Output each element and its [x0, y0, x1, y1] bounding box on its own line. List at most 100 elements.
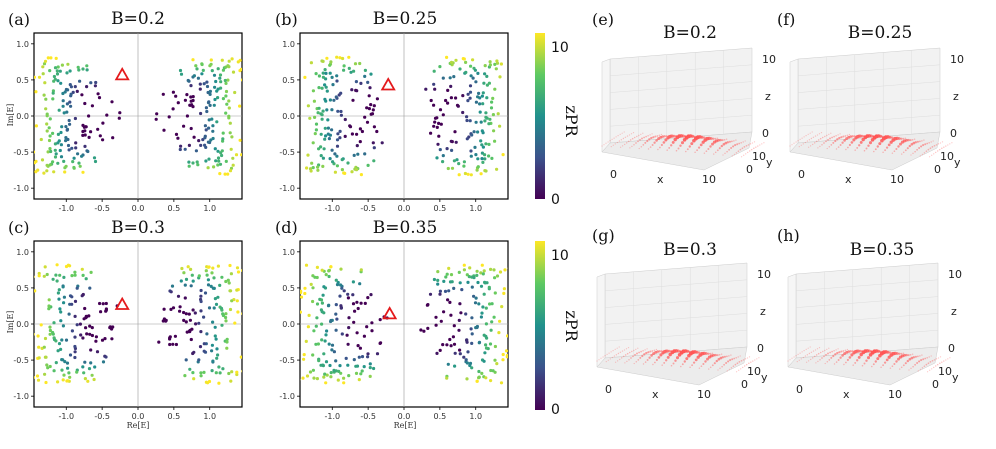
eigenvalue-point	[324, 134, 328, 138]
eigenvalue-point	[291, 371, 294, 374]
wavefunction-point	[645, 135, 647, 138]
wavefunction-point	[907, 354, 910, 357]
wavefunction-point	[642, 363, 645, 365]
wavefunction-point	[625, 142, 628, 144]
eigenvalue-point	[355, 300, 359, 304]
eigenvalue-point	[324, 85, 328, 89]
eigenvalue-point	[231, 163, 235, 167]
eigenvalue-point	[295, 89, 298, 92]
eigenvalue-point	[239, 67, 242, 71]
wavefunction-point	[910, 367, 912, 370]
grid-line	[604, 279, 748, 292]
eigenvalue-point	[465, 137, 469, 141]
eigenvalue-point	[487, 142, 491, 146]
eigenvalue-point	[466, 172, 470, 176]
eigenvalue-point	[46, 366, 50, 370]
eigenvalue-point	[212, 103, 216, 107]
eigenvalue-point	[432, 82, 436, 86]
eigenvalue-point	[36, 334, 40, 338]
wavefunction-point	[935, 144, 938, 146]
eigenvalue-point	[475, 325, 479, 330]
eigenvalue-point	[497, 331, 501, 335]
eigenvalue-point	[498, 124, 502, 128]
eigenvalue-point	[168, 342, 172, 347]
eigenvalue-point	[210, 343, 214, 347]
spectrum-panel-d: -1.0 -0.5 0.0 0.5 1.01.00.50.0-0.5-1.0	[279, 240, 509, 421]
wavefunction-point	[720, 353, 723, 355]
wavefunction-point	[840, 350, 843, 353]
wavefunction-point	[617, 352, 620, 355]
eigenvalue-point	[446, 88, 450, 92]
eigenvalue-point	[445, 376, 449, 380]
wavefunction-point	[858, 144, 861, 147]
panel-label-c: (c)	[8, 218, 29, 237]
wavefunction-point	[852, 138, 856, 142]
eigenvalue-point	[324, 77, 328, 81]
eigenvalue-point	[372, 159, 376, 163]
wavefunction-point	[920, 359, 923, 362]
wavefunction-point	[665, 349, 669, 353]
eigenvalue-point	[455, 158, 459, 162]
eigenvalue-point	[233, 321, 237, 325]
eigenvalue-point	[342, 376, 346, 380]
eigenvalue-point	[371, 141, 375, 145]
eigenvalue-point	[79, 333, 83, 337]
wavefunction-point	[763, 142, 765, 144]
eigenvalue-point	[336, 280, 340, 285]
eigenvalue-point	[366, 80, 370, 84]
wavefunction-point	[787, 360, 789, 362]
wavefunction-point	[941, 361, 943, 363]
eigenvalue-point	[44, 380, 48, 385]
y-tick-label: 0.5	[282, 76, 295, 85]
wavefunction-point	[724, 141, 728, 145]
eigenvalue-point	[47, 138, 52, 143]
eigenvalue-point	[487, 154, 491, 158]
eigenvalue-point	[94, 339, 98, 343]
eigenvalue-point	[330, 348, 334, 352]
eigenvalue-point	[211, 136, 215, 141]
eigenvalue-point	[208, 140, 212, 145]
side-wall	[596, 273, 606, 368]
wavefunction-point	[728, 355, 730, 357]
eigenvalue-point	[380, 141, 384, 145]
eigenvalue-point	[464, 312, 468, 316]
wavefunction-point	[652, 352, 656, 356]
eigenvalue-point	[438, 289, 442, 293]
wavefunction-point	[916, 148, 918, 151]
wavefunction-point	[648, 356, 651, 359]
eigenvalue-point	[83, 360, 87, 364]
wavefunction-point	[911, 353, 914, 355]
wavefunction-point	[738, 361, 741, 363]
eigenvalue-point	[445, 343, 449, 347]
z-tick-label: 0	[948, 342, 955, 355]
wavefunction-point	[628, 134, 631, 136]
wavefunction-point	[803, 136, 805, 138]
eigenvalue-point	[224, 111, 228, 115]
eigenvalue-point	[447, 289, 451, 293]
eigenvalue-point	[93, 159, 98, 164]
eigenvalue-point	[171, 342, 175, 346]
eigenvalue-point	[47, 298, 51, 302]
eigenvalue-point	[61, 285, 65, 289]
eigenvalue-point	[214, 79, 218, 84]
eigenvalue-point	[73, 344, 77, 349]
wavefunction-point	[812, 350, 815, 352]
eigenvalue-point	[203, 291, 208, 295]
eigenvalue-point	[43, 59, 48, 63]
eigenvalue-point	[320, 117, 324, 121]
eigenvalue-point	[480, 371, 484, 375]
eigenvalue-point	[338, 294, 342, 298]
eigenvalue-point	[422, 329, 426, 333]
wavefunction-point	[596, 360, 598, 362]
wavefunction-point	[826, 147, 828, 150]
wavefunction-point	[712, 353, 715, 357]
wavefunction-point	[721, 139, 724, 142]
wavefunction-point	[624, 362, 626, 364]
wavefunction-point	[635, 361, 638, 363]
wavefunction-point	[791, 357, 793, 359]
wavefunction-point	[651, 133, 653, 135]
z-axis-label: z	[953, 90, 959, 103]
wavefunction-point	[736, 143, 739, 146]
eigenvalue-point	[212, 165, 216, 169]
